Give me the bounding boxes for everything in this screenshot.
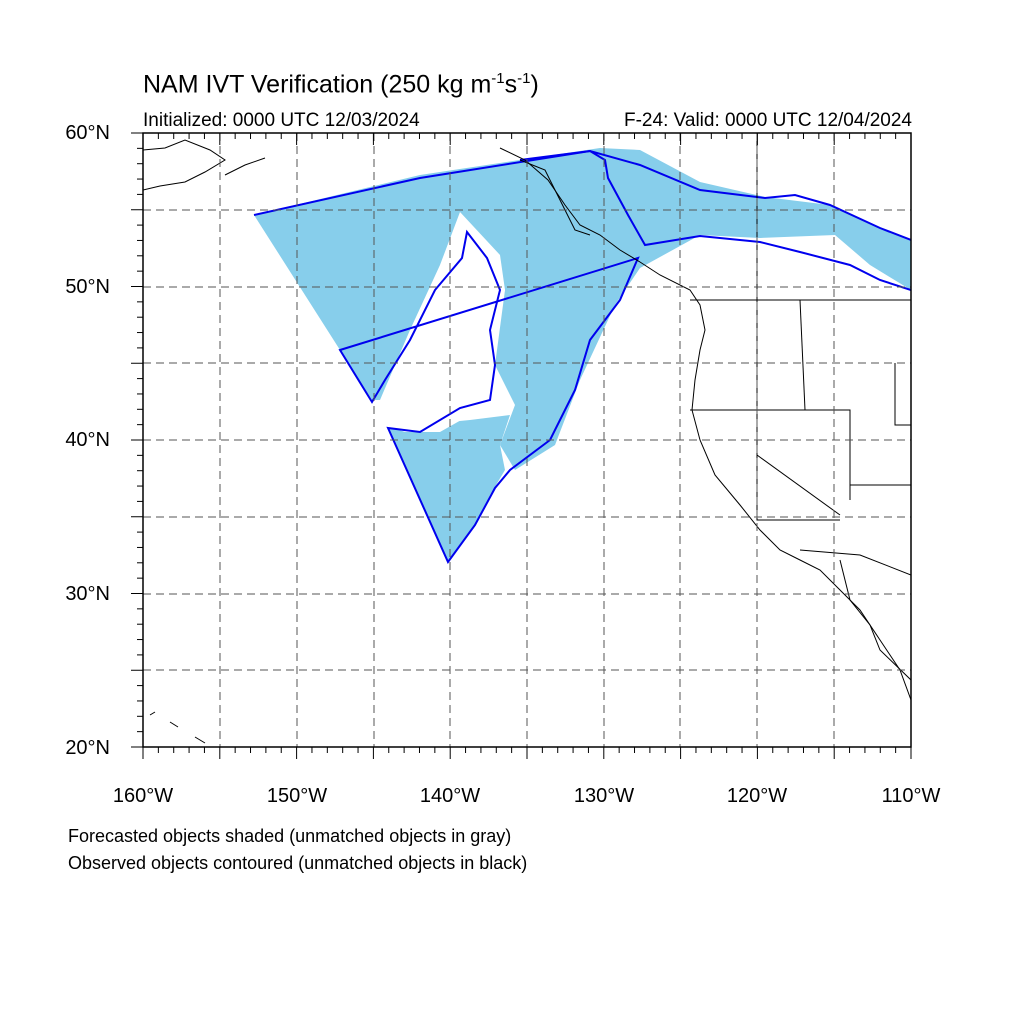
- lat-label-20: 20°N: [65, 737, 110, 759]
- lon-label-120w: 120°W: [726, 785, 788, 807]
- plot-title: NAM IVT Verification (250 kg m-1s-1): [143, 70, 539, 99]
- forecast-object-north: [254, 148, 911, 470]
- axis-ticks: [131, 132, 912, 759]
- lon-label-140w: 140°W: [419, 785, 481, 807]
- observed-contour-north: [519, 149, 911, 241]
- observed-legend-note: Observed objects contoured (unmatched ob…: [68, 853, 528, 873]
- init-time-label: Initialized: 0000 UTC 12/03/2024: [143, 110, 420, 131]
- forecast-legend-note: Forecasted objects shaded (unmatched obj…: [68, 826, 512, 846]
- lon-label-150w: 150°W: [266, 785, 328, 807]
- lon-label-130w: 130°W: [573, 785, 635, 807]
- coastlines: [143, 133, 911, 744]
- lat-label-60: 60°N: [65, 122, 110, 144]
- lat-label-40: 40°N: [65, 429, 110, 451]
- lat-label-50: 50°N: [65, 276, 110, 298]
- lon-label-160w: 160°W: [112, 785, 174, 807]
- valid-time-label: F-24: Valid: 0000 UTC 12/04/2024: [624, 110, 912, 131]
- forecast-object-south: [388, 415, 510, 562]
- lon-label-110w: 110°W: [881, 785, 941, 807]
- lat-label-30: 30°N: [65, 583, 110, 605]
- graticule: [143, 133, 911, 747]
